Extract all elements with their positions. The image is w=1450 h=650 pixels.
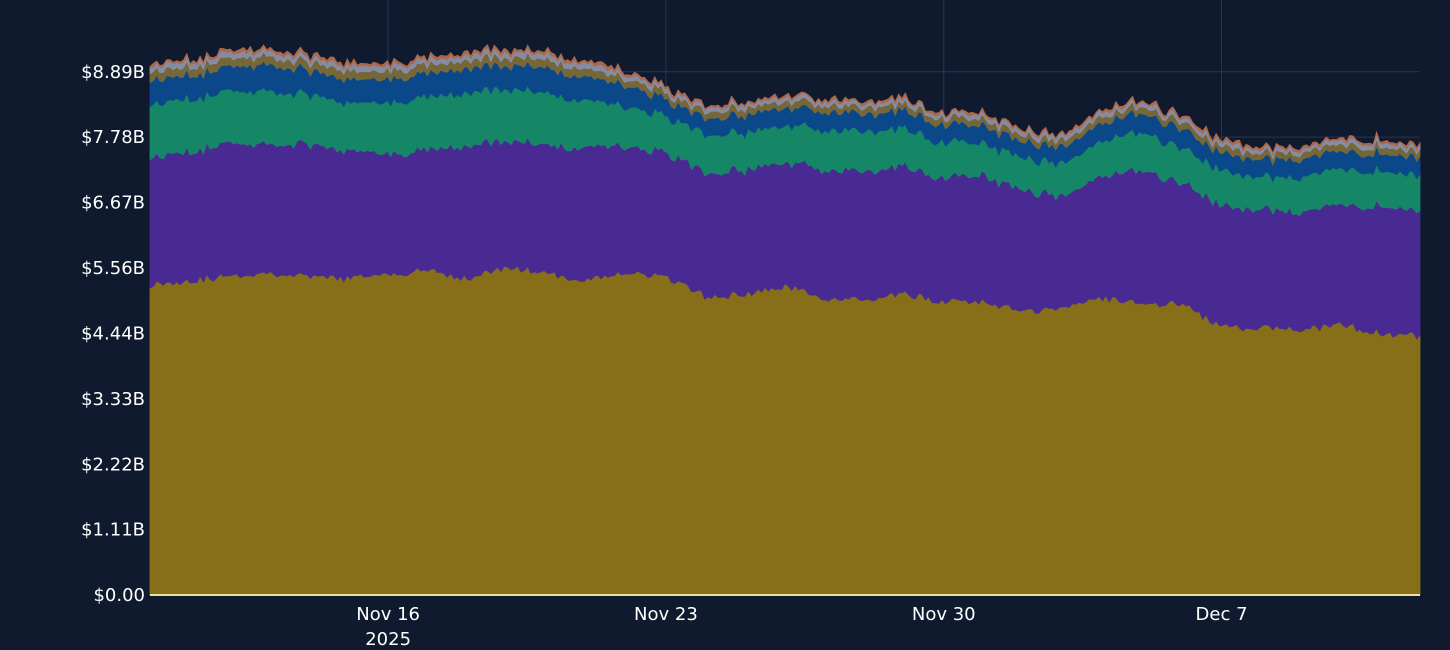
- x-tick-label: Dec 7: [1196, 604, 1248, 625]
- y-tick-label: $7.78B: [81, 127, 145, 148]
- area-series-7: [149, 44, 1421, 156]
- y-tick-label: $3.33B: [81, 389, 145, 410]
- y-tick-label: $0.00: [93, 585, 145, 606]
- y-tick-label: $5.56B: [81, 258, 145, 279]
- x-tick-label: Nov 16: [356, 604, 420, 625]
- x-year-label: 2025: [365, 629, 411, 650]
- y-axis-ticks: $0.00 $1.11B $2.22B $3.33B $4.44B $5.56B $6.67…: [81, 62, 145, 606]
- x-tick-label: Nov 30: [912, 604, 976, 625]
- y-tick-label: $6.67B: [81, 192, 145, 213]
- x-axis-ticks: Nov 16 2025 Nov 23 Nov 30 Dec 7: [356, 604, 1247, 650]
- x-tick-label: Nov 23: [634, 604, 698, 625]
- area-series: [149, 44, 1421, 596]
- y-tick-label: $2.22B: [81, 454, 145, 475]
- y-tick-label: $4.44B: [81, 324, 145, 345]
- y-tick-label: $1.11B: [81, 520, 145, 541]
- y-tick-label: $8.89B: [81, 62, 145, 83]
